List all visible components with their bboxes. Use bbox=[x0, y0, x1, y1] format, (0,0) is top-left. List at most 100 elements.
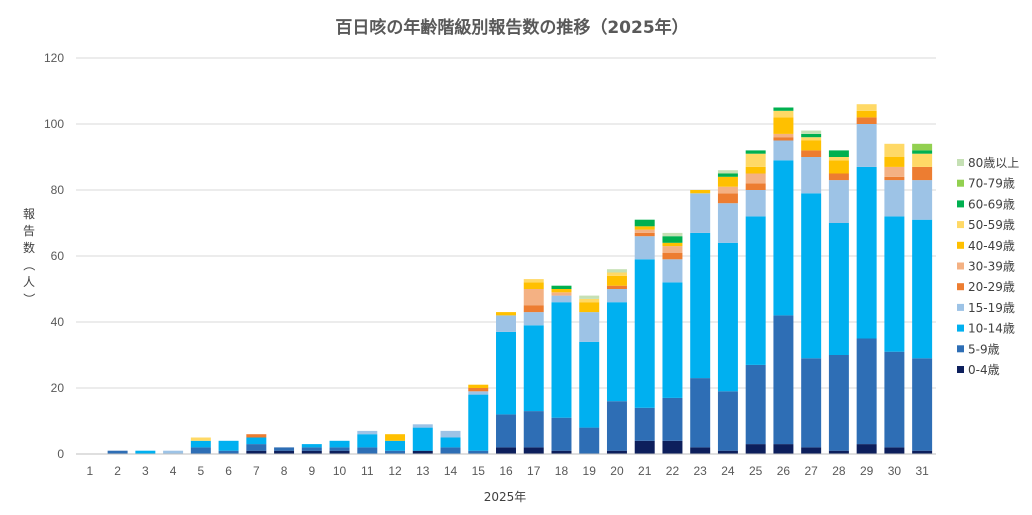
bar-segment bbox=[440, 437, 461, 448]
bar-segment bbox=[523, 289, 544, 306]
legend-label: 5-9歳 bbox=[968, 342, 1000, 356]
legend-label: 0-4歳 bbox=[968, 363, 1000, 377]
y-axis-label-char: （ bbox=[22, 259, 36, 271]
y-tick-label: 20 bbox=[51, 381, 65, 395]
bar-segment bbox=[274, 447, 295, 451]
bar-segment bbox=[385, 434, 406, 441]
bar-segment bbox=[745, 216, 766, 365]
bar-segment bbox=[801, 358, 822, 448]
x-tick-label: 22 bbox=[666, 464, 680, 478]
bar-segment bbox=[662, 246, 683, 253]
bar-segment bbox=[246, 434, 267, 438]
bar-segment bbox=[246, 437, 267, 445]
bar-segment bbox=[579, 341, 600, 428]
bar-segment bbox=[717, 193, 738, 204]
bar-segment bbox=[801, 447, 822, 454]
bar-segment bbox=[634, 440, 655, 454]
bar-segment bbox=[856, 166, 877, 339]
x-tick-label: 14 bbox=[444, 464, 458, 478]
x-tick-label: 19 bbox=[583, 464, 597, 478]
bar-segment bbox=[496, 315, 516, 332]
bar-segment bbox=[385, 440, 406, 451]
bar-segment bbox=[606, 289, 627, 303]
bar-segment bbox=[190, 437, 211, 441]
bar-segment bbox=[690, 447, 711, 454]
bar-segment bbox=[523, 305, 544, 313]
bar-segment bbox=[801, 150, 822, 157]
y-axis-ticks: 0 20 40 60 80 100 120 bbox=[44, 51, 64, 461]
x-tick-label: 9 bbox=[308, 464, 315, 478]
bar-segment bbox=[828, 180, 849, 223]
x-tick-label: 12 bbox=[388, 464, 402, 478]
bar-segment bbox=[412, 424, 433, 428]
bar-segment bbox=[662, 440, 683, 454]
bar-segment bbox=[634, 219, 655, 227]
bar-segment bbox=[828, 150, 849, 157]
bar-segment bbox=[496, 447, 516, 454]
legend-label: 70-79歳 bbox=[968, 177, 1015, 191]
legend-label: 10-14歳 bbox=[968, 322, 1015, 336]
bar-segment bbox=[662, 242, 683, 247]
bar-segment bbox=[606, 401, 627, 451]
bar-segment bbox=[745, 150, 766, 154]
bar-segment bbox=[828, 157, 849, 161]
bar-segment bbox=[190, 447, 211, 454]
bar-segment bbox=[912, 150, 933, 154]
bar-segment bbox=[551, 285, 572, 289]
bar-segment bbox=[606, 285, 627, 289]
bar-segment bbox=[856, 110, 877, 118]
bar-segment bbox=[190, 440, 211, 448]
bar-segment bbox=[690, 190, 711, 194]
bar-segment bbox=[773, 160, 794, 316]
bar-segment bbox=[773, 107, 794, 111]
bar-segment bbox=[717, 173, 738, 177]
y-tick-label: 120 bbox=[44, 51, 64, 65]
bar-segment bbox=[717, 203, 738, 243]
bar-segment bbox=[717, 176, 738, 187]
bar-segment bbox=[412, 427, 433, 451]
bar-segment bbox=[801, 157, 822, 194]
bar-segment bbox=[717, 170, 738, 174]
bar-segment bbox=[912, 166, 933, 181]
bar-segment bbox=[468, 394, 489, 451]
bar-segment bbox=[884, 166, 905, 177]
bar-segment bbox=[690, 378, 711, 448]
x-tick-label: 23 bbox=[694, 464, 708, 478]
bar-segment bbox=[523, 282, 544, 289]
bar-segment bbox=[828, 355, 849, 451]
x-axis-label: 2025年 bbox=[484, 490, 527, 504]
legend-label: 60-69歳 bbox=[968, 197, 1015, 211]
bar-segment bbox=[385, 450, 406, 454]
bar-segment bbox=[745, 153, 766, 167]
bar-segment bbox=[468, 388, 489, 392]
x-tick-label: 1 bbox=[87, 464, 94, 478]
bar-segment bbox=[579, 298, 600, 303]
bar-segment bbox=[801, 130, 822, 134]
legend-swatch bbox=[957, 324, 964, 332]
x-tick-label: 6 bbox=[225, 464, 232, 478]
x-tick-label: 27 bbox=[804, 464, 818, 478]
bar-segment bbox=[801, 137, 822, 141]
legend-swatch bbox=[957, 283, 964, 291]
bar-segment bbox=[440, 430, 461, 438]
legend-label: 40-49歳 bbox=[968, 239, 1015, 253]
bar-segment bbox=[218, 450, 239, 454]
bar-segment bbox=[690, 193, 711, 233]
bar-segment bbox=[357, 434, 378, 448]
bar-segment bbox=[301, 444, 322, 448]
bar-segment bbox=[329, 440, 350, 448]
legend-label: 15-19歳 bbox=[968, 301, 1015, 315]
x-tick-label: 10 bbox=[333, 464, 347, 478]
bar-segment bbox=[717, 391, 738, 451]
bar-segment bbox=[551, 295, 572, 303]
legend-swatch bbox=[957, 159, 964, 166]
chart-title: 百日咳の年齢階級別報告数の推移（2025年） bbox=[335, 17, 688, 38]
y-tick-label: 40 bbox=[51, 315, 65, 329]
bar-segment bbox=[496, 312, 516, 316]
bar-segment bbox=[662, 252, 683, 260]
bar-segment bbox=[856, 124, 877, 167]
bar-segment bbox=[828, 173, 849, 181]
legend-label: 20-29歳 bbox=[968, 280, 1015, 294]
bar-segment bbox=[717, 186, 738, 194]
x-tick-label: 8 bbox=[281, 464, 288, 478]
